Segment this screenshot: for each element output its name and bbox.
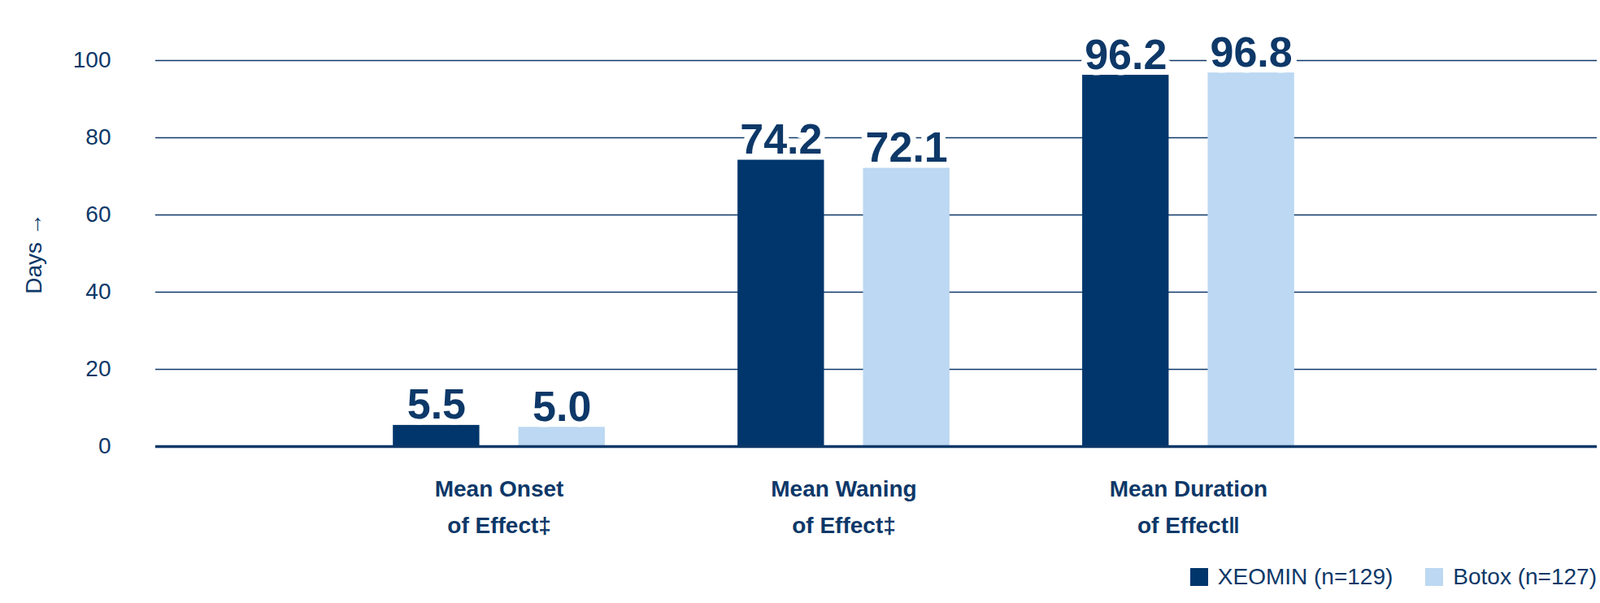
svg-text:Mean Onsetof Effect‡: Mean Onsetof Effect‡ (434, 476, 565, 539)
svg-text:5.5: 5.5 (407, 380, 466, 428)
svg-text:Days →: Days → (21, 213, 47, 295)
svg-text:60: 60 (85, 201, 111, 227)
svg-text:0: 0 (98, 433, 112, 459)
svg-text:96.2: 96.2 (1084, 30, 1167, 79)
html-text:Botox (n=127): Botox (n=127) (1453, 564, 1597, 590)
svg-text:100: 100 (73, 47, 112, 73)
svg-text:Mean Waningof Effect‡: Mean Waningof Effect‡ (770, 476, 917, 539)
svg-text:20: 20 (85, 356, 111, 382)
html-text:XEOMIN (n=129): XEOMIN (n=129) (1217, 564, 1393, 590)
svg-text:80: 80 (85, 124, 111, 150)
svg-text:5.0: 5.0 (532, 382, 592, 431)
svg-text:74.2: 74.2 (739, 115, 822, 163)
svg-text:72.1: 72.1 (865, 123, 948, 171)
svg-text:40: 40 (85, 278, 111, 305)
svg-text:Mean Durationof Effect‖: Mean Durationof Effect‖ (1109, 476, 1268, 539)
svg-text:96.8: 96.8 (1209, 28, 1292, 76)
